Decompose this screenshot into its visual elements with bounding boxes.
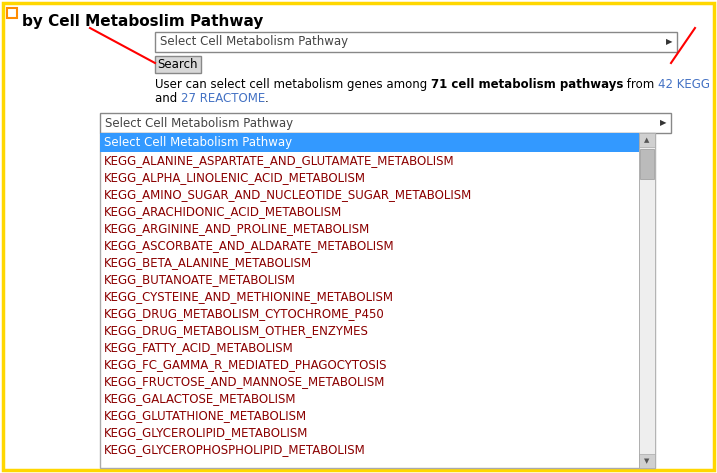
Text: and: and (155, 92, 181, 105)
Text: KEGG_GLUTATHIONE_METABOLISM: KEGG_GLUTATHIONE_METABOLISM (104, 409, 307, 422)
Text: 71 cell metabolism pathways: 71 cell metabolism pathways (431, 78, 623, 91)
Text: KEGG_DRUG_METABOLISM_OTHER_ENZYMES: KEGG_DRUG_METABOLISM_OTHER_ENZYMES (104, 324, 369, 337)
Text: KEGG_ARGININE_AND_PROLINE_METABOLISM: KEGG_ARGININE_AND_PROLINE_METABOLISM (104, 222, 370, 235)
Text: ▼: ▼ (645, 458, 650, 464)
Bar (100, 133, 639, 152)
Bar (7, 8, 17, 18)
Text: by Cell Metaboslim Pathway: by Cell Metaboslim Pathway (22, 14, 263, 29)
Text: KEGG_FRUCTOSE_AND_MANNOSE_METABOLISM: KEGG_FRUCTOSE_AND_MANNOSE_METABOLISM (104, 375, 385, 388)
Text: KEGG_FATTY_ACID_METABOLISM: KEGG_FATTY_ACID_METABOLISM (104, 341, 294, 354)
Bar (639, 454, 655, 468)
Text: KEGG_ALPHA_LINOLENIC_ACID_METABOLISM: KEGG_ALPHA_LINOLENIC_ACID_METABOLISM (104, 171, 366, 184)
Text: KEGG_ARACHIDONIC_ACID_METABOLISM: KEGG_ARACHIDONIC_ACID_METABOLISM (104, 205, 342, 218)
Bar (100, 113, 671, 133)
Text: ▶: ▶ (666, 37, 673, 46)
Text: .: . (265, 92, 269, 105)
Bar (100, 133, 655, 468)
Text: KEGG_FC_GAMMA_R_MEDIATED_PHAGOCYTOSIS: KEGG_FC_GAMMA_R_MEDIATED_PHAGOCYTOSIS (104, 358, 387, 371)
Text: KEGG_GLYCEROLIPID_METABOLISM: KEGG_GLYCEROLIPID_METABOLISM (104, 426, 308, 439)
Text: KEGG_DRUG_METABOLISM_CYTOCHROME_P450: KEGG_DRUG_METABOLISM_CYTOCHROME_P450 (104, 307, 385, 320)
Bar (155, 32, 677, 52)
Text: KEGG_ALANINE_ASPARTATE_AND_GLUTAMATE_METABOLISM: KEGG_ALANINE_ASPARTATE_AND_GLUTAMATE_MET… (104, 154, 455, 167)
Text: KEGG_AMINO_SUGAR_AND_NUCLEOTIDE_SUGAR_METABOLISM: KEGG_AMINO_SUGAR_AND_NUCLEOTIDE_SUGAR_ME… (104, 188, 473, 201)
Text: User can select cell metabolism genes among: User can select cell metabolism genes am… (155, 78, 431, 91)
Text: ▲: ▲ (645, 137, 650, 143)
Text: KEGG_ASCORBATE_AND_ALDARATE_METABOLISM: KEGG_ASCORBATE_AND_ALDARATE_METABOLISM (104, 239, 394, 252)
Text: ▶: ▶ (660, 119, 666, 128)
FancyBboxPatch shape (155, 56, 201, 73)
Text: Select Cell Metabolism Pathway: Select Cell Metabolism Pathway (105, 116, 293, 130)
Text: Search: Search (158, 58, 198, 71)
Text: KEGG_BUTANOATE_METABOLISM: KEGG_BUTANOATE_METABOLISM (104, 273, 296, 286)
Bar (640, 149, 654, 179)
Text: KEGG_BETA_ALANINE_METABOLISM: KEGG_BETA_ALANINE_METABOLISM (104, 256, 312, 269)
Text: 27 REACTOME: 27 REACTOME (181, 92, 265, 105)
Text: Select Cell Metabolism Pathway: Select Cell Metabolism Pathway (160, 35, 348, 49)
Text: 42 KEGG: 42 KEGG (658, 78, 711, 91)
Text: KEGG_CYSTEINE_AND_METHIONINE_METABOLISM: KEGG_CYSTEINE_AND_METHIONINE_METABOLISM (104, 290, 394, 303)
Text: KEGG_GALACTOSE_METABOLISM: KEGG_GALACTOSE_METABOLISM (104, 392, 297, 405)
Bar (639, 133, 655, 147)
Text: Select Cell Metabolism Pathway: Select Cell Metabolism Pathway (104, 136, 292, 149)
Text: from: from (623, 78, 658, 91)
Bar (639, 133, 655, 468)
Text: KEGG_GLYCEROPHOSPHOLIPID_METABOLISM: KEGG_GLYCEROPHOSPHOLIPID_METABOLISM (104, 443, 366, 456)
